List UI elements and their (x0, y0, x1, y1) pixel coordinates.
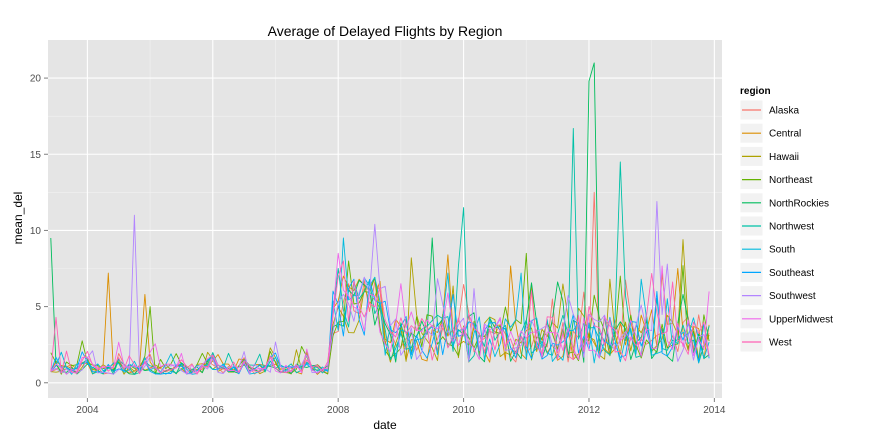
legend-label: Southwest (769, 291, 816, 302)
legend-item-southeast: Southeast (739, 261, 814, 283)
legend-item-west: West (739, 331, 792, 353)
chart-title: Average of Delayed Flights by Region (268, 23, 503, 39)
legend-items: Alaska Central Hawaii Northeast NorthRockies… (739, 99, 833, 353)
legend: region Alaska Central Hawaii Northeast North… (739, 86, 833, 353)
legend-label: NorthRockies (769, 198, 829, 209)
y-tick-label: 10 (30, 226, 42, 237)
legend-item-central: Central (739, 122, 801, 144)
x-tick-label: 2010 (452, 405, 475, 416)
legend-item-northrockies: NorthRockies (739, 192, 829, 214)
series-line-uppermidwest (50, 252, 710, 375)
legend-label: Northwest (769, 222, 814, 233)
legend-item-uppermidwest: UpperMidwest (739, 308, 833, 330)
x-tick-label: 2004 (76, 405, 99, 416)
legend-item-south: South (739, 238, 795, 260)
legend-label: Alaska (769, 106, 799, 117)
plot-area (48, 40, 722, 398)
legend-item-hawaii: Hawaii (739, 145, 799, 167)
legend-label: Southeast (769, 268, 814, 279)
legend-item-northwest: Northwest (739, 215, 814, 237)
legend-title: region (740, 86, 771, 97)
legend-label: UpperMidwest (769, 314, 833, 325)
y-axis-title: mean_del (11, 192, 25, 245)
x-axis: 2004 2006 2008 2010 2012 2014 (76, 398, 726, 416)
series-line-northeast (50, 252, 710, 375)
x-axis-title: date (373, 418, 397, 432)
series-line-west (50, 260, 710, 375)
legend-item-southwest: Southwest (739, 285, 816, 307)
x-tick-label: 2014 (703, 405, 726, 416)
y-tick-label: 20 (30, 74, 42, 85)
legend-item-alaska: Alaska (739, 99, 799, 121)
x-tick-label: 2012 (578, 405, 601, 416)
series-lines (50, 62, 710, 375)
legend-label: South (769, 245, 795, 256)
y-tick-label: 5 (35, 302, 41, 313)
legend-item-northeast: Northeast (739, 169, 813, 191)
legend-label: Central (769, 129, 801, 140)
y-tick-label: 15 (30, 150, 42, 161)
x-tick-label: 2006 (202, 405, 225, 416)
y-axis: 0 5 10 15 20 (30, 74, 48, 389)
legend-label: West (769, 338, 792, 349)
x-tick-label: 2008 (327, 405, 350, 416)
legend-label: Northeast (769, 175, 813, 186)
legend-label: Hawaii (769, 152, 799, 163)
gridlines (48, 40, 722, 398)
y-tick-label: 0 (35, 378, 41, 389)
